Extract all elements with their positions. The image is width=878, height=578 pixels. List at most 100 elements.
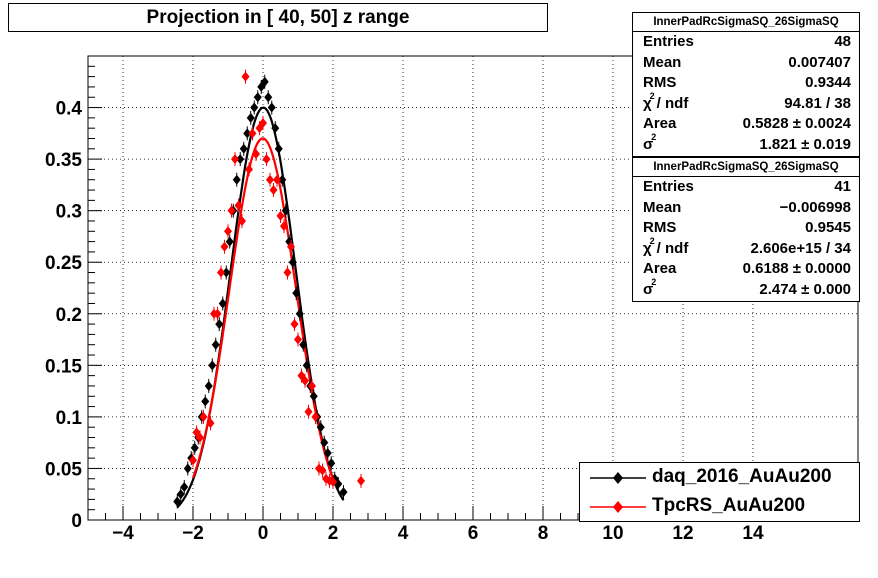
- data-point-daq: [208, 360, 217, 371]
- data-point-tpcrs: [217, 267, 225, 278]
- legend-entry-daq: daq_2016_AuAu200: [580, 463, 859, 491]
- data-point-tpcrs: [273, 174, 281, 185]
- entries-label: Entries: [643, 178, 694, 195]
- data-point-daq: [243, 128, 252, 139]
- x-tick-label: 14: [742, 523, 764, 544]
- legend: daq_2016_AuAu200 TpcRS_AuAu200: [579, 462, 860, 522]
- data-point-tpcrs: [224, 226, 232, 237]
- data-point-daq: [211, 339, 220, 350]
- stats-name: InnerPadRcSigmaSQ_26SigmaSQ: [633, 13, 859, 32]
- sigma-symbol: σ: [643, 135, 654, 153]
- data-point-daq: [299, 339, 308, 350]
- data-point-tpcrs: [276, 210, 285, 221]
- data-point-daq: [316, 422, 325, 433]
- data-point-daq: [232, 174, 241, 185]
- superscript-2: 2: [649, 90, 655, 101]
- stats-mean-row: Mean 0.007407: [633, 53, 859, 74]
- data-point-daq: [302, 360, 311, 371]
- data-point-tpcrs: [304, 406, 313, 417]
- chi2-value: 2.606e+15 / 34: [750, 239, 851, 257]
- data-point-daq: [180, 482, 189, 493]
- data-point-tpcrs: [241, 71, 250, 82]
- data-point-tpcrs: [311, 411, 320, 422]
- data-point-daq: [222, 267, 231, 278]
- x-tick-label: 0: [258, 523, 269, 544]
- data-point-daq: [250, 102, 259, 113]
- data-point-tpcrs: [245, 164, 253, 175]
- data-point-tpcrs: [252, 148, 260, 159]
- data-point-tpcrs: [290, 319, 299, 330]
- stats-entries-row: Entries 48: [633, 32, 859, 53]
- data-point-daq: [215, 319, 224, 330]
- sigma-symbol: σ: [643, 280, 654, 298]
- sigma-value: 2.474 ± 0.000: [759, 280, 851, 298]
- data-point-daq: [173, 496, 182, 507]
- stats-entries-row: Entries 41: [633, 177, 859, 198]
- stats-name: InnerPadRcSigmaSQ_26SigmaSQ: [633, 158, 859, 177]
- entries-label: Entries: [643, 33, 694, 50]
- data-point-daq: [281, 205, 290, 216]
- rms-value: 0.9545: [805, 219, 851, 237]
- data-point-daq: [295, 308, 304, 319]
- mean-value: −0.006998: [779, 198, 851, 216]
- stats-box-daq: InnerPadRcSigmaSQ_26SigmaSQ Entries 48 M…: [632, 12, 860, 157]
- data-point-tpcrs: [234, 200, 243, 211]
- chart-title: Projection in [ 40, 50] z range: [8, 3, 548, 32]
- data-point-tpcrs: [308, 380, 316, 391]
- data-point-daq: [176, 489, 185, 500]
- data-point-tpcrs: [357, 475, 365, 486]
- data-point-tpcrs: [213, 308, 222, 319]
- data-point-tpcrs: [196, 432, 204, 443]
- data-point-tpcrs: [220, 241, 229, 252]
- data-point-daq: [190, 442, 199, 453]
- stats-chi2-row: χ2/ ndf 94.81 / 38: [633, 90, 859, 115]
- data-point-daq: [278, 174, 287, 185]
- stats-rms-row: RMS 0.9344: [633, 73, 859, 94]
- data-point-tpcrs: [227, 205, 236, 216]
- fit-curve: [191, 137, 335, 480]
- data-point-daq: [225, 236, 234, 247]
- data-point-tpcrs: [259, 118, 267, 129]
- entries-value: 41: [834, 178, 851, 195]
- chi-symbol: χ: [643, 94, 652, 112]
- legend-label-daq: daq_2016_AuAu200: [652, 466, 832, 487]
- data-point-tpcrs: [189, 455, 197, 466]
- data-point-tpcrs: [199, 411, 208, 422]
- y-tick-label: 0.15: [45, 356, 82, 377]
- data-point-daq: [320, 437, 329, 448]
- data-point-tpcrs: [283, 267, 292, 278]
- y-tick-label: 0.4: [56, 99, 83, 120]
- data-point-daq: [339, 487, 348, 498]
- y-tick-label: 0.05: [45, 459, 82, 480]
- data-point-tpcrs: [329, 476, 337, 487]
- data-point-daq: [246, 112, 255, 123]
- data-point-tpcrs: [238, 215, 246, 226]
- rms-label: RMS: [643, 219, 677, 237]
- data-point-daq: [274, 143, 283, 154]
- entries-value: 48: [834, 33, 851, 50]
- data-point-tpcrs: [206, 418, 215, 429]
- chi-symbol: χ: [643, 239, 652, 257]
- data-point-daq: [239, 143, 248, 154]
- data-point-tpcrs: [231, 154, 239, 165]
- x-tick-label: 4: [398, 523, 409, 544]
- y-tick-label: 0.3: [56, 202, 82, 223]
- x-tick-label: 12: [672, 523, 693, 544]
- legend-marker-daq: [590, 472, 646, 484]
- area-value: 0.5828 ± 0.0024: [742, 115, 851, 133]
- x-tick-label: 6: [468, 523, 479, 544]
- chi2-label: / ndf: [656, 239, 689, 257]
- data-point-tpcrs: [280, 221, 288, 232]
- mean-value: 0.007407: [788, 53, 851, 71]
- data-point-daq: [260, 76, 269, 87]
- data-point-daq: [253, 92, 262, 103]
- data-point-daq: [264, 92, 273, 103]
- legend-marker-tpcrs: [590, 501, 646, 513]
- data-point-daq: [218, 298, 227, 309]
- x-tick-label: 10: [602, 523, 623, 544]
- data-point-tpcrs: [301, 375, 309, 386]
- stats-sigma-row: σ2 2.474 ± 0.000: [633, 277, 859, 301]
- mean-label: Mean: [643, 198, 682, 216]
- sigma-value: 1.821 ± 0.019: [759, 135, 851, 153]
